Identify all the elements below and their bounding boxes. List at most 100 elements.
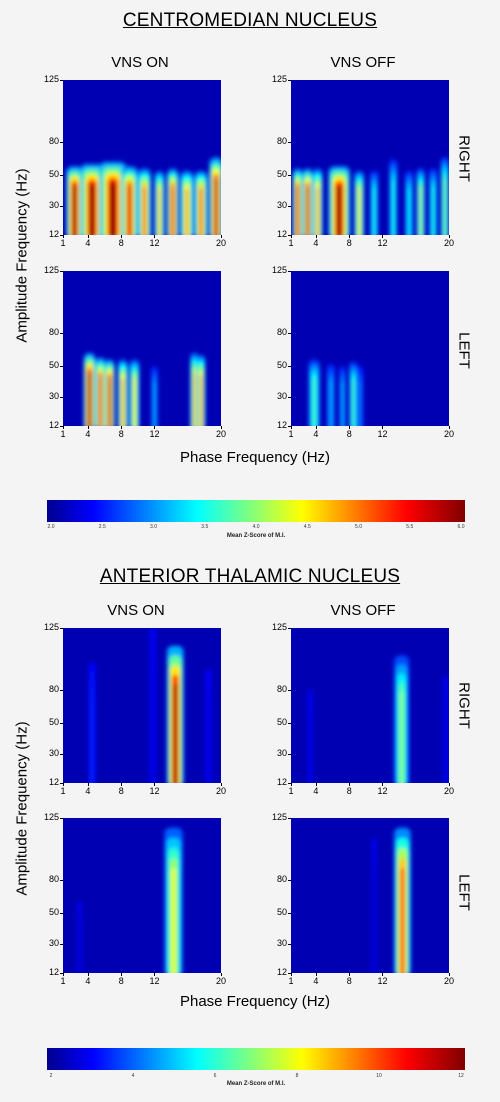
x-tick-mark [349,426,351,429]
x-tick-mark [154,235,156,238]
y-tick-mark [60,366,63,368]
heatmap-svg [291,628,449,783]
y-tick-mark [60,396,63,398]
y-tick-mark [288,818,291,819]
y-tick-label: 80 [276,684,287,694]
x-tick-label: 1 [288,429,294,439]
y-tick-label: 50 [276,907,287,918]
x-tick-mark [121,783,123,786]
x-tick-label: 8 [346,238,352,248]
y-tick-mark [60,783,63,784]
y-tick-mark [288,396,291,398]
y-tick-label: 125 [271,812,287,822]
y-tick-mark [288,783,291,784]
x-tick-mark [121,426,123,429]
x-tick-label: 1 [60,976,66,986]
x-tick-label: 12 [149,429,160,439]
colorbar-tick-label: 4.0 [252,524,260,530]
heatmap-blob [419,187,422,235]
x-tick-label: 1 [60,238,66,248]
y-tick-label: 80 [48,874,59,884]
heatmap-blob [89,184,95,235]
x-tick-label: 4 [85,238,91,248]
heatmap-blob [400,868,405,973]
y-tick-label: 12 [276,967,287,977]
y-tick-mark [288,271,291,272]
y-tick-label: 30 [48,747,59,758]
x-tick-mark [315,235,317,238]
y-tick-label: 125 [271,74,287,84]
heatmap-blob [352,379,355,426]
heatmap-blob [133,378,136,426]
x-tick-mark [63,235,64,238]
heatmap-blob [309,716,312,783]
colorbar-tick-label: 10 [376,1073,382,1079]
row-label-right: RIGHT [455,135,473,182]
heatmap-blob [444,706,447,783]
y-tick-mark [60,690,63,691]
x-tick-mark [63,973,64,976]
heatmap-blob [341,383,344,426]
y-tick-mark [288,205,291,207]
heatmap-blob [358,188,361,235]
x-tick-label: 20 [215,976,226,986]
y-tick-label: 30 [276,390,287,401]
colorbar-tick-label: 4 [131,1073,135,1079]
x-tick-label: 20 [215,429,226,439]
y-tick-mark [288,142,291,143]
y-tick-mark [288,80,291,81]
heatmap-blob [72,185,77,235]
heatmap-blob [207,701,210,783]
x-tick-mark [349,973,351,976]
colorbar-tick-label: 6 [213,1073,217,1079]
section-title-anterior-thalamic: ANTERIOR THALAMIC NUCLEUS [99,566,401,587]
y-tick-mark [60,333,63,334]
x-tick-label: 8 [118,429,124,439]
y-tick-label: 80 [48,327,59,337]
colorbar-tick-label: 4.5 [303,524,311,530]
heatmap-background [63,628,221,783]
heatmap-svg [63,80,221,235]
heatmap-blob [99,376,102,426]
y-tick-label: 12 [48,420,59,430]
colorbar-tick-label: 2.5 [98,524,106,530]
x-tick-label: 1 [60,429,66,439]
x-tick-mark [382,235,384,238]
y-tick-label: 50 [276,169,287,180]
y-tick-label: 50 [48,907,59,918]
x-tick-mark [315,783,317,786]
heatmap-blob [373,188,376,235]
x-tick-mark [315,426,317,429]
heatmap-blob [108,378,111,426]
y-tick-label: 80 [276,136,287,146]
y-tick-label: 50 [48,169,59,180]
x-tick-mark [291,235,292,238]
y-tick-mark [288,880,291,881]
y-tick-label: 12 [276,420,287,430]
y-tick-label: 125 [43,74,59,84]
x-tick-mark [449,426,450,429]
y-tick-mark [60,142,63,143]
x-tick-label: 4 [313,976,319,986]
row-label-left-2: LEFT [455,874,473,911]
heatmap-blob [200,375,203,426]
x-tick-mark [87,783,89,786]
x-tick-label: 12 [377,238,388,248]
heatmap-background [291,818,449,973]
x-tick-label: 8 [118,238,124,248]
column-title-vns-on: VNS ON [111,54,169,71]
x-tick-mark [87,973,89,976]
x-tick-mark [291,973,292,976]
y-tick-label: 12 [48,967,59,977]
heatmap-blob [306,187,309,235]
y-tick-mark [60,818,63,819]
x-tick-label: 20 [443,976,454,986]
heatmap-panel-atn-left-vns-on [63,818,221,973]
x-tick-mark [154,973,156,976]
y-tick-mark [288,366,291,368]
x-tick-mark [221,426,222,429]
y-tick-mark [60,753,63,755]
x-tick-mark [87,235,89,238]
y-tick-label: 125 [43,812,59,822]
x-tick-label: 8 [118,976,124,986]
